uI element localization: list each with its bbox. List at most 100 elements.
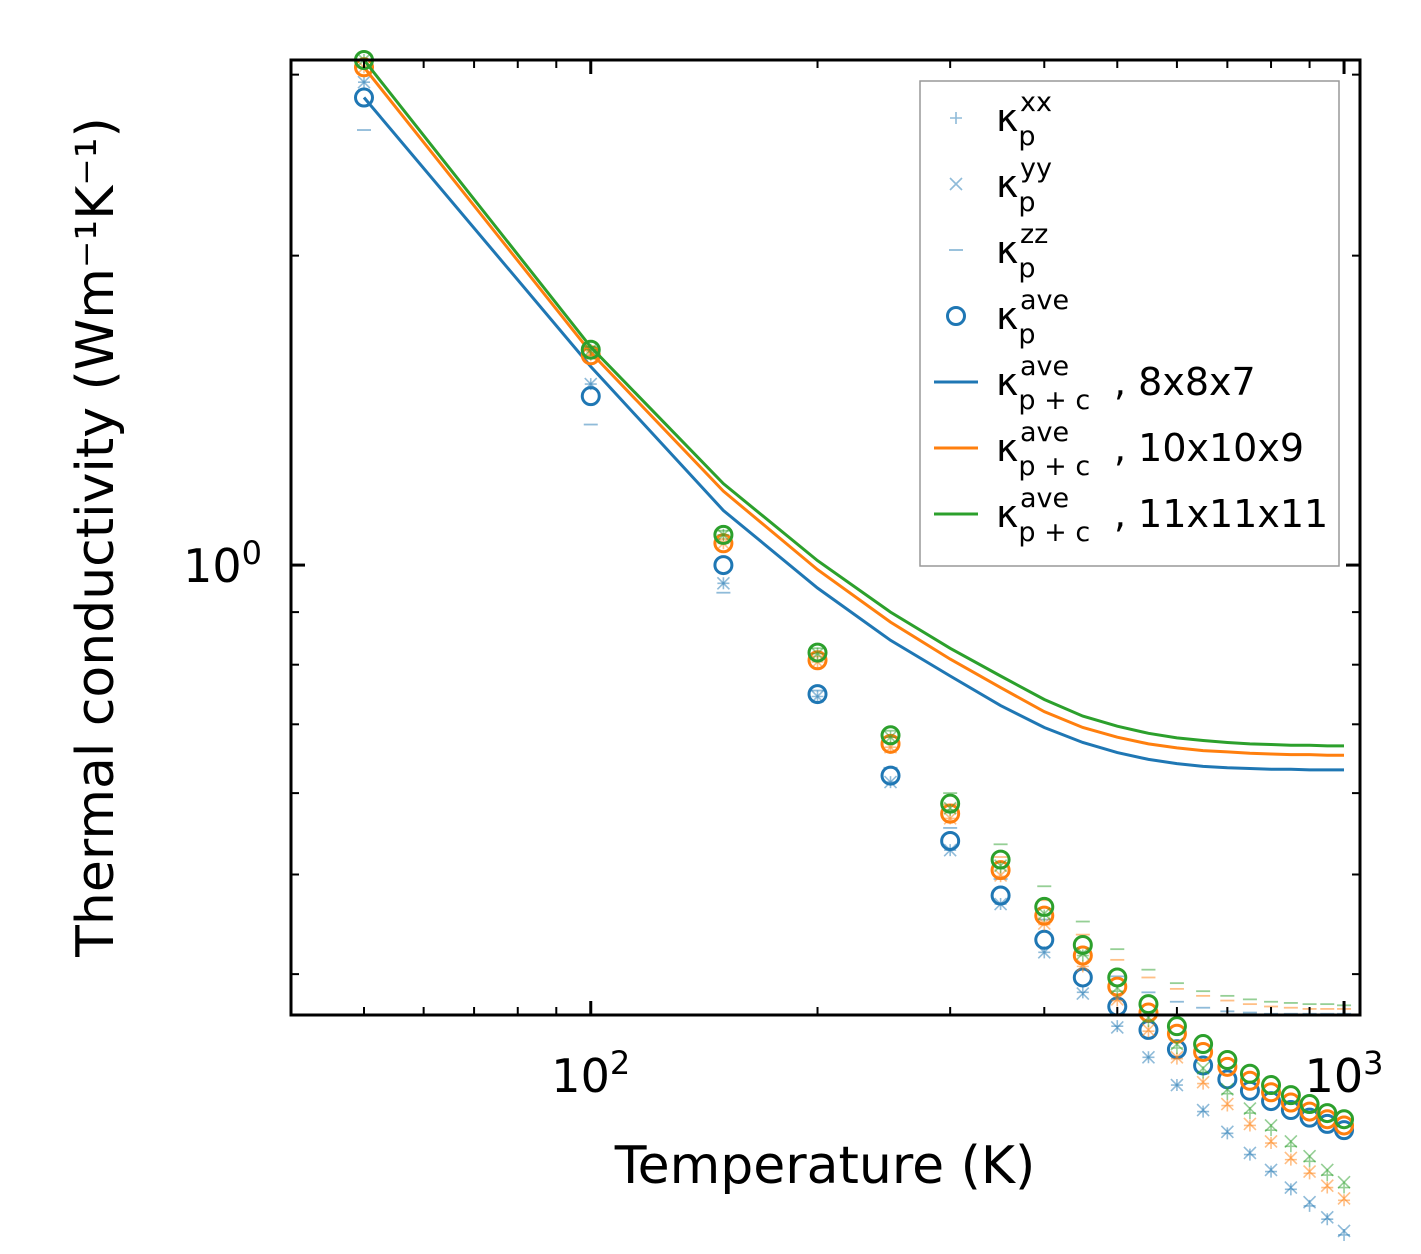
point-kyy-8x8x7 (1320, 1210, 1334, 1224)
x-tick-label: 102 (551, 1044, 630, 1103)
point-kyy-8x8x7 (716, 576, 730, 590)
point-kyy-11x11x11 (1141, 1010, 1156, 1025)
point-kave-11x11x11 (940, 793, 961, 814)
point-kxx-8x8x7 (1265, 1165, 1278, 1178)
point-kxx-10x10x9 (1284, 1153, 1297, 1166)
point-kyy-11x11x11 (1220, 1082, 1234, 1096)
legend-entry: κpyy (949, 153, 1052, 218)
point-kxx-8x8x7 (1243, 1148, 1256, 1161)
point-kave-11x11x11 (1034, 896, 1055, 917)
point-kxx-10x10x9 (1142, 1025, 1155, 1038)
point-kave-11x11x11 (1072, 934, 1093, 955)
point-kave-11x11x11 (1107, 967, 1128, 988)
point-kyy-10x10x9 (1220, 1097, 1234, 1111)
point-kyy-10x10x9 (1320, 1179, 1334, 1193)
point-kyy-11x11x11 (1284, 1134, 1298, 1148)
legend-entry: κpzz (949, 219, 1048, 284)
line-kpc-11x11x11 (362, 59, 1344, 748)
point-kave-10x10x9 (1217, 1056, 1238, 1077)
point-kxx-8x8x7 (1076, 986, 1089, 999)
point-kxx-8x8x7 (1111, 1020, 1124, 1033)
legend-label: κpave (996, 285, 1069, 350)
point-kyy-8x8x7 (1076, 986, 1090, 1001)
legend-box (919, 80, 1340, 567)
point-kave-11x11x11 (1334, 1109, 1355, 1130)
point-kxx-11x11x11 (1338, 1181, 1351, 1194)
point-kyy-10x10x9 (994, 868, 1008, 882)
point-kave-8x8x7 (713, 555, 734, 576)
point-kxx-10x10x9 (1265, 1137, 1278, 1150)
point-kyy-11x11x11 (1243, 1101, 1257, 1116)
point-kyy-8x8x7 (1264, 1163, 1278, 1177)
x-axis-label: Temperature (K) (614, 1136, 1036, 1196)
point-kyy-11x11x11 (810, 647, 825, 661)
point-kyy-8x8x7 (1141, 1050, 1156, 1064)
point-kyy-11x11x11 (994, 859, 1008, 873)
line-kpc-10x10x9 (362, 66, 1344, 757)
point-kyy-10x10x9 (1141, 1023, 1156, 1037)
series-11x11x11 (354, 50, 1355, 1194)
point-kave-8x8x7 (940, 830, 961, 851)
point-kyy-8x8x7 (883, 775, 898, 789)
point-kave-11x11x11 (1217, 1050, 1238, 1071)
point-kxx-8x8x7 (1284, 1183, 1297, 1196)
point-kave-11x11x11 (990, 849, 1011, 870)
point-kxx-8x8x7 (1321, 1213, 1334, 1226)
line-kpc-8x8x7 (362, 96, 1344, 772)
point-kxx-10x10x9 (1321, 1181, 1334, 1194)
point-kxx-8x8x7 (1221, 1127, 1234, 1140)
point-kxx-10x10x9 (1221, 1099, 1234, 1112)
x-tick-label: 103 (1305, 1044, 1384, 1103)
point-kave-11x11x11 (880, 725, 901, 746)
point-kyy-11x11x11 (1337, 1175, 1351, 1189)
point-kave-10x10x9 (1072, 945, 1093, 966)
point-kyy-8x8x7 (1196, 1103, 1210, 1117)
legend-label: κp + cave, 8x8x7 (996, 351, 1256, 416)
point-kave-8x8x7 (580, 386, 601, 407)
point-kave-8x8x7 (807, 684, 828, 705)
point-kyy-8x8x7 (1337, 1224, 1351, 1238)
point-kave-11x11x11 (1280, 1085, 1301, 1106)
point-kyy-8x8x7 (1170, 1078, 1184, 1092)
legend-entry: κp + cave, 11x11x11 (934, 483, 1328, 548)
legend-label: κpxx (996, 87, 1052, 152)
point-kave-10x10x9 (1334, 1115, 1355, 1136)
legend-entry: κpave (946, 285, 1069, 350)
data-layer (354, 50, 1355, 1241)
point-kyy-8x8x7 (1220, 1125, 1234, 1139)
point-kave-11x11x11 (580, 339, 601, 360)
point-kyy-11x11x11 (1303, 1149, 1317, 1163)
point-kyy-8x8x7 (1110, 1020, 1124, 1034)
point-kxx-10x10x9 (1303, 1167, 1316, 1180)
point-kxx-8x8x7 (1197, 1105, 1210, 1118)
point-kyy-11x11x11 (1037, 907, 1051, 921)
point-kave-10x10x9 (1261, 1082, 1282, 1103)
point-kxx-10x10x9 (1197, 1077, 1210, 1090)
y-tick-label: 100 (183, 534, 262, 593)
point-kyy-10x10x9 (1243, 1117, 1257, 1131)
point-kave-8x8x7 (1034, 929, 1055, 950)
point-kyy-10x10x9 (1264, 1134, 1278, 1148)
point-kxx-11x11x11 (1076, 949, 1089, 962)
point-kyy-8x8x7 (357, 75, 371, 89)
point-kave-10x10x9 (1193, 1041, 1214, 1062)
label-layer: Temperature (K) Thermal conductivity (Wm… (66, 117, 1383, 1196)
point-kyy-10x10x9 (1303, 1165, 1317, 1179)
plot-frame (289, 58, 1362, 1017)
point-kyy-8x8x7 (1284, 1180, 1298, 1195)
point-kyy-10x10x9 (1337, 1191, 1351, 1206)
y-axis-label: Thermal conductivity (Wm⁻¹K⁻¹) (66, 117, 126, 958)
point-kyy-11x11x11 (1196, 1061, 1210, 1075)
legend-label: κp + cave, 10x10x9 (996, 417, 1304, 482)
point-kyy-8x8x7 (1303, 1195, 1317, 1209)
point-kave-11x11x11 (1299, 1094, 1320, 1115)
point-kave-11x11x11 (807, 642, 828, 663)
point-kave-8x8x7 (880, 765, 901, 786)
point-kave-11x11x11 (1166, 1016, 1187, 1037)
point-kave-11x11x11 (1138, 994, 1159, 1015)
point-kave-10x10x9 (1034, 905, 1055, 926)
point-kyy-8x8x7 (1243, 1146, 1257, 1160)
point-kyy-11x11x11 (1320, 1163, 1334, 1177)
